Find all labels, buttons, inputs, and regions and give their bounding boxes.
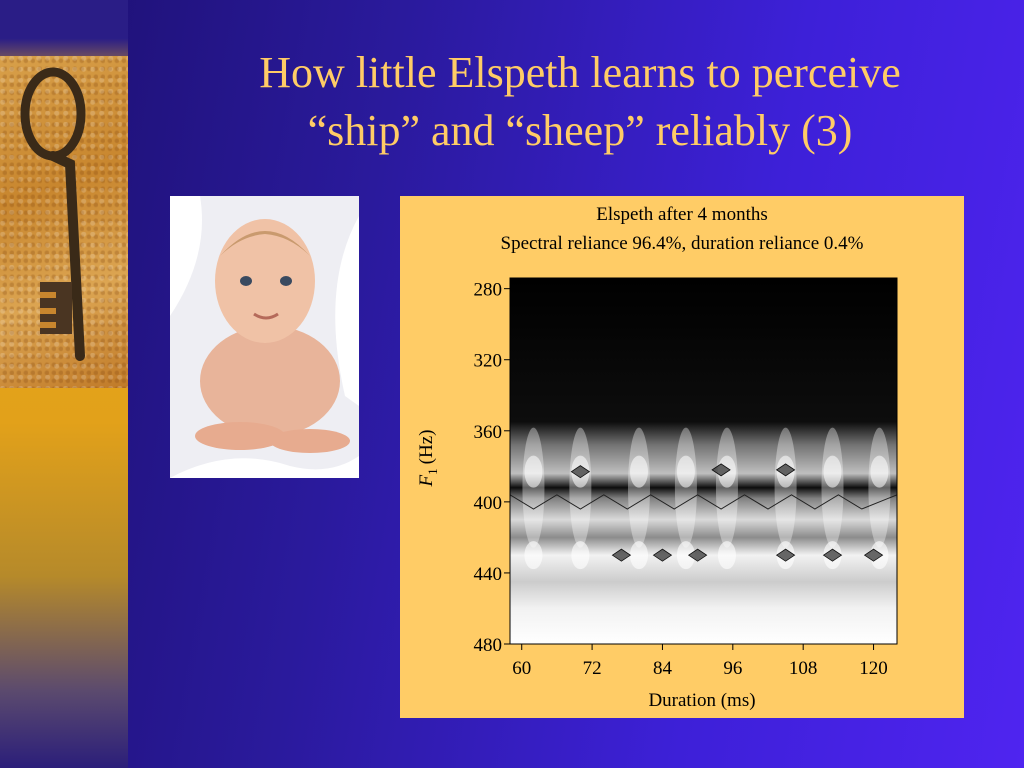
x-tick-label: 96 bbox=[723, 658, 742, 679]
x-tick-label: 60 bbox=[512, 658, 531, 679]
bright-spot-upper-7 bbox=[870, 455, 889, 488]
y-axis-label: F1 (Hz) bbox=[416, 430, 440, 488]
y-axis-label-symbol: F bbox=[416, 474, 437, 487]
chart-subtitle: Spectral reliance 96.4%, duration relian… bbox=[501, 233, 864, 254]
y-axis-label-unit: (Hz) bbox=[416, 430, 437, 465]
key-photo bbox=[0, 56, 128, 388]
bright-spot-upper-2 bbox=[630, 455, 648, 488]
x-axis-ticks: 60 72 84 96 108 120 bbox=[512, 644, 888, 679]
y-tick-label: 440 bbox=[474, 564, 503, 585]
y-axis-label-subscript: 1 bbox=[425, 468, 440, 475]
contour-marker-2 bbox=[775, 463, 796, 477]
bright-spot-lower-3 bbox=[676, 541, 695, 570]
plot-area bbox=[509, 277, 898, 645]
contour-marker-5 bbox=[687, 548, 708, 562]
baby-illustration bbox=[170, 196, 359, 478]
bright-spot-lower-1 bbox=[571, 541, 590, 570]
contour-chart: Elspeth after 4 months Spectral reliance… bbox=[416, 204, 898, 711]
baby-photo bbox=[170, 196, 359, 478]
bright-spot-upper-0 bbox=[524, 455, 543, 488]
old-key-icon bbox=[20, 67, 86, 361]
y-axis-ticks: 280 320 360 400 440 480 bbox=[474, 280, 510, 656]
y-tick-label: 280 bbox=[474, 280, 503, 301]
title-line-1: How little Elspeth learns to perceive bbox=[259, 48, 901, 97]
bright-spot-lower-4 bbox=[717, 541, 736, 570]
y-tick-label: 320 bbox=[474, 351, 503, 372]
chart-panel: Elspeth after 4 months Spectral reliance… bbox=[400, 196, 964, 718]
bright-spot-upper-3 bbox=[676, 455, 695, 488]
x-tick-label: 120 bbox=[859, 658, 888, 679]
contour-marker-1 bbox=[711, 463, 731, 477]
chart-title: Elspeth after 4 months bbox=[596, 204, 768, 225]
contour-marker-0 bbox=[570, 465, 591, 479]
y-tick-label: 400 bbox=[474, 493, 503, 514]
contour-marker-6 bbox=[775, 548, 796, 562]
bright-spot-upper-6 bbox=[823, 455, 842, 488]
slide-title: How little Elspeth learns to perceive “s… bbox=[150, 44, 1010, 160]
title-line-2: “ship” and “sheep” reliably (3) bbox=[307, 106, 853, 155]
x-axis-label: Duration (ms) bbox=[648, 690, 755, 711]
x-tick-label: 108 bbox=[789, 658, 818, 679]
contour-marker-4 bbox=[652, 548, 673, 562]
bright-spot-lower-2 bbox=[630, 541, 648, 570]
x-tick-label: 84 bbox=[653, 658, 673, 679]
contour-line-400 bbox=[510, 494, 897, 510]
plot-frame bbox=[509, 277, 898, 645]
contour-marker-7 bbox=[822, 548, 843, 562]
contour-marker-8 bbox=[863, 548, 884, 562]
x-tick-label: 72 bbox=[583, 658, 602, 679]
bright-spot-lower-0 bbox=[524, 541, 543, 570]
contour-marker-3 bbox=[611, 548, 632, 562]
y-tick-label: 480 bbox=[474, 635, 503, 656]
y-tick-label: 360 bbox=[474, 422, 503, 443]
